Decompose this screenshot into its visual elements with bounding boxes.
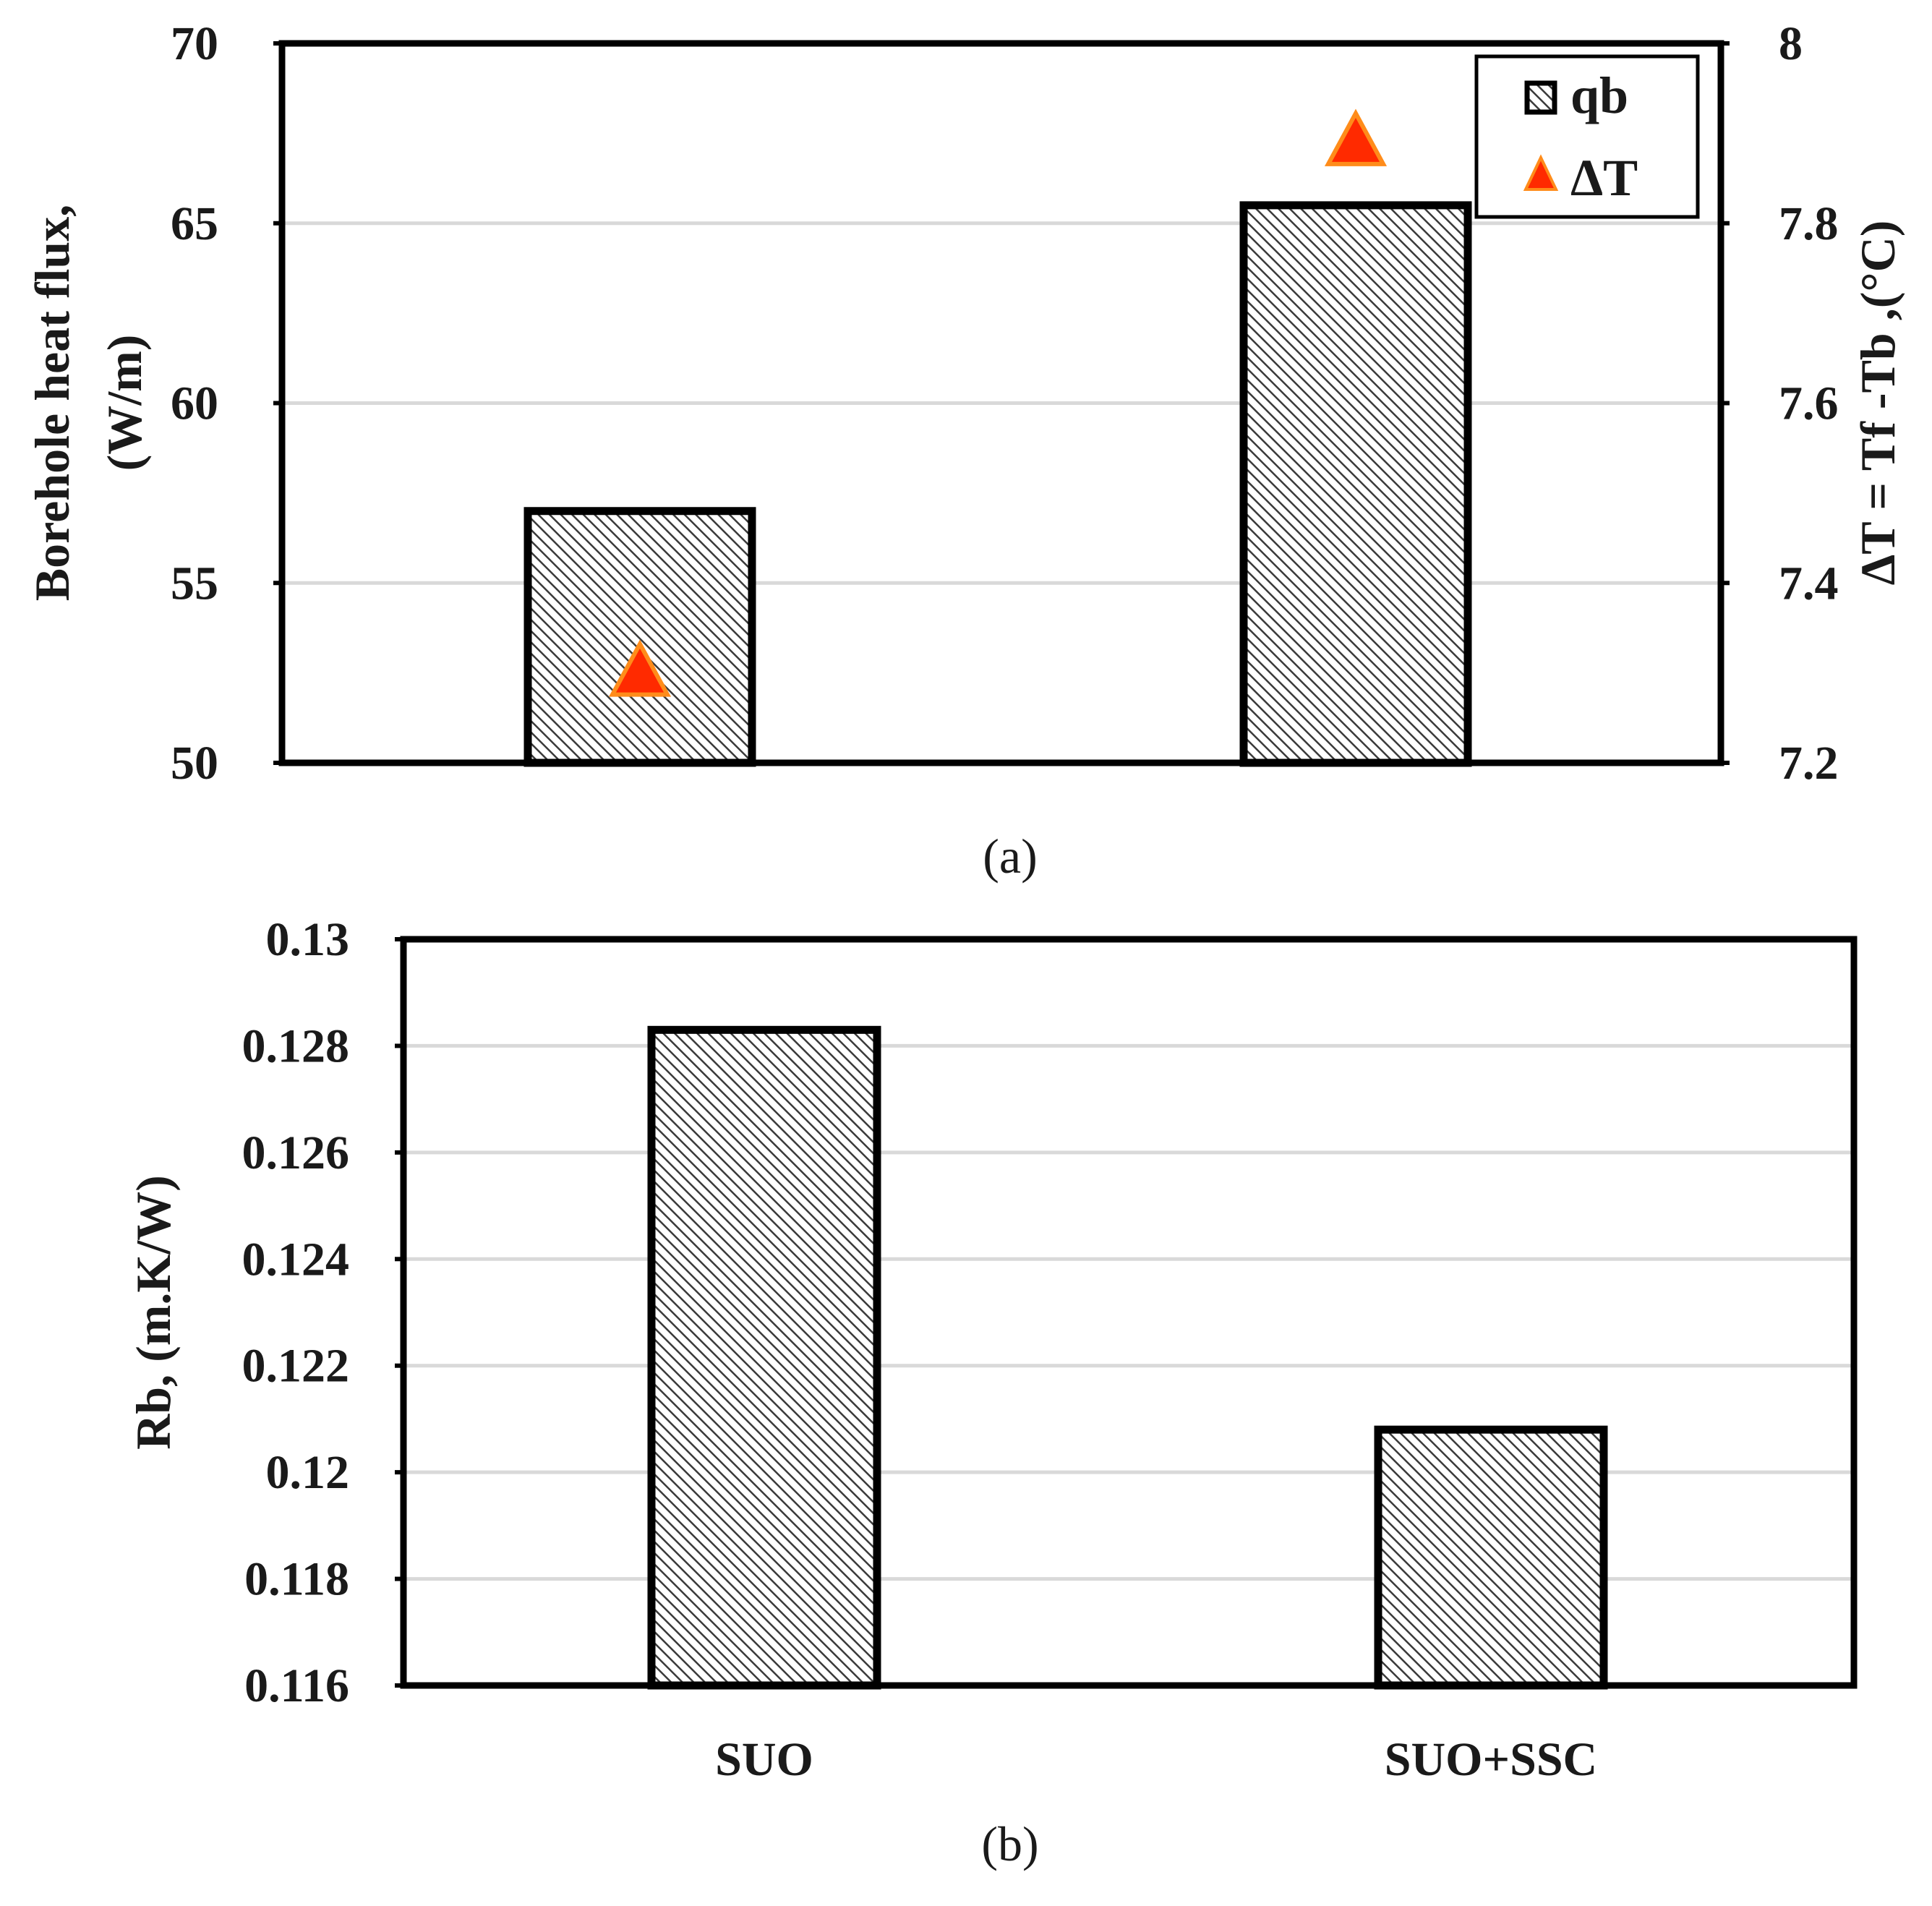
chart-b-bar-rb-suo	[647, 1025, 881, 1690]
chart-b-plot-frame	[400, 936, 1858, 1689]
chart-a-left-ticks: 50 55 60 65 70	[171, 17, 282, 790]
chart-b-ytick-label: 0.124	[242, 1233, 350, 1286]
chart-a-y2tick-label: 8	[1779, 17, 1803, 70]
chart-a-ytick-label: 55	[171, 557, 218, 610]
chart-b-caption: (b)	[981, 1816, 1038, 1871]
chart-b-ylabel: Rb, (m.K/W)	[126, 1175, 181, 1450]
chart-a-ytick-label: 50	[171, 737, 218, 790]
legend-delta-t-marker	[1523, 154, 1559, 191]
chart-a-marker-delta-t-suo	[608, 639, 672, 697]
chart-a-ytick-label: 60	[171, 377, 218, 430]
chart-a-y2tick-label: 7.6	[1779, 377, 1839, 430]
chart-b-ytick-label: 0.118	[244, 1553, 349, 1606]
chart-a-caption: (a)	[983, 829, 1037, 884]
chart-b-bar-rb-suo-ssc	[1374, 1425, 1608, 1690]
chart-b-ytick-label: 0.116	[244, 1659, 349, 1712]
chart-a-y2label: ΔT = Tf -Tb ,(°C)	[1850, 221, 1905, 586]
chart-a-y2tick-label: 7.4	[1779, 557, 1839, 610]
chart-a-bar-qb-suo-ssc	[1239, 201, 1472, 767]
chart-a-y2tick-label: 7.2	[1779, 737, 1839, 790]
chart-b-xtick-suo-ssc: SUO+SSC	[1385, 1733, 1597, 1786]
chart-b-ytick-label: 0.122	[242, 1340, 350, 1393]
legend-box	[1474, 54, 1700, 219]
chart-a-bar-qb-suo	[523, 507, 756, 767]
chart-a-ylabel-line1: Borehole heat flux,	[25, 205, 80, 601]
chart-a-ylabel-line2: (W/m)	[97, 335, 152, 471]
chart-a-bars	[523, 201, 1472, 767]
chart-b-ytick-label: 0.13	[266, 913, 350, 966]
chart-a-legend: qb ΔT	[1474, 54, 1700, 219]
chart-b-bars	[647, 1025, 1608, 1690]
chart-b-ytick-label: 0.128	[242, 1020, 350, 1072]
chart-b-ytick-label: 0.12	[266, 1446, 350, 1499]
chart-b: 0.116 0.118 0.12 0.122 0.124 0.126 0.128 0.13 R…	[126, 913, 1858, 1871]
chart-a-right-ticks: 7.2 7.4 7.6 7.8 8	[1721, 17, 1839, 790]
chart-a-ytick-label: 70	[171, 17, 218, 70]
chart-b-left-ticks: 0.116 0.118 0.12 0.122 0.124 0.126 0.128 0.13	[242, 913, 403, 1712]
chart-a-ytick-label: 65	[171, 197, 218, 250]
legend-delta-t-label: ΔT	[1570, 149, 1638, 207]
chart-a-gridlines	[282, 221, 1721, 585]
chart-b-gridlines	[403, 1043, 1854, 1581]
chart-b-ytick-label: 0.126	[242, 1127, 350, 1179]
chart-a-y2tick-label: 7.8	[1779, 197, 1839, 250]
legend-qb-swatch	[1524, 80, 1557, 115]
chart-a-markers	[608, 108, 1388, 697]
chart-a-marker-delta-t-suo-ssc	[1324, 108, 1388, 166]
chart-b-xtick-suo: SUO	[715, 1733, 813, 1786]
legend-qb-label: qb	[1570, 67, 1628, 124]
chart-a: 50 55 60 65 70 7.2 7.4 7.6 7.8 8 Borehole heat f…	[25, 17, 1905, 884]
